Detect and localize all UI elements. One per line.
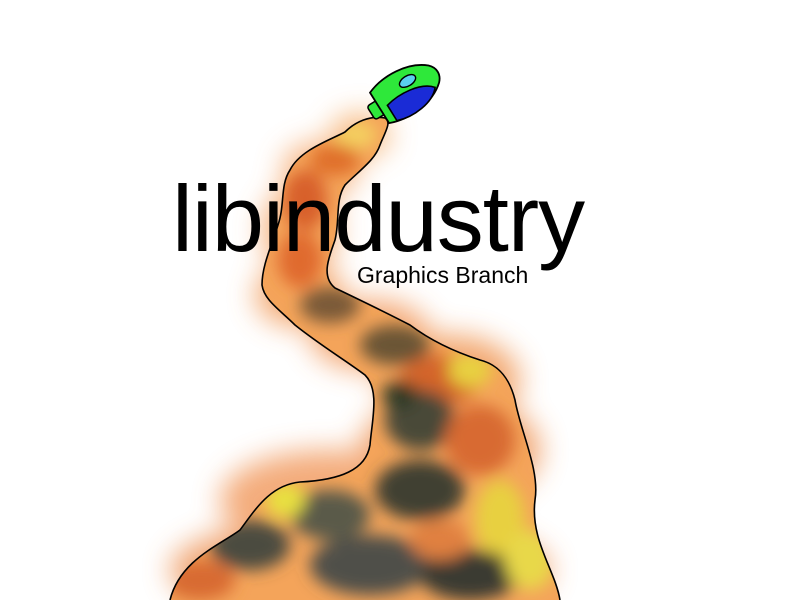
rocket-icon bbox=[367, 64, 441, 125]
app-subtitle: Graphics Branch bbox=[357, 262, 529, 288]
app-title: libindustry bbox=[172, 166, 585, 271]
smoke-trail bbox=[169, 113, 561, 600]
